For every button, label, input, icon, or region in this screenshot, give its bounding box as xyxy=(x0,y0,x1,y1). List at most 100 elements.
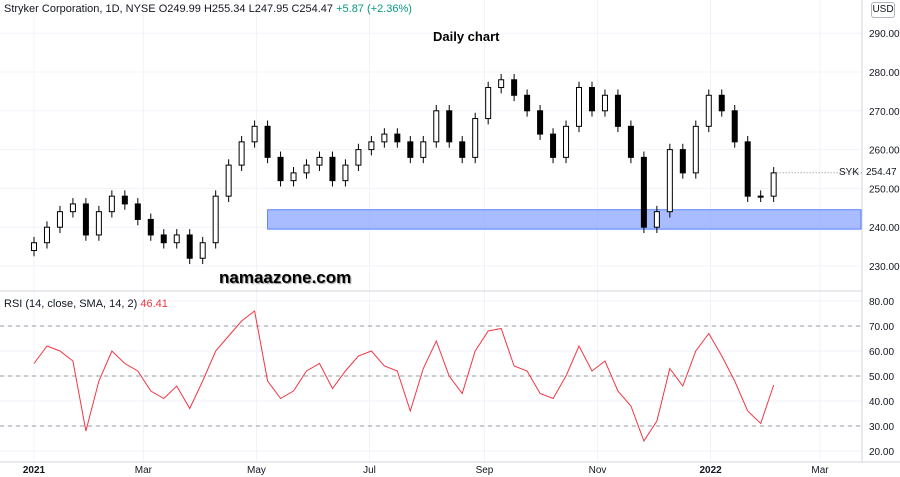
candle-body xyxy=(627,125,634,158)
time-tick-label: Nov xyxy=(589,465,607,476)
candle-body xyxy=(537,110,544,135)
candle-body xyxy=(692,125,699,174)
time-tick-label: 2022 xyxy=(700,465,723,476)
time-tick-label: May xyxy=(247,465,266,476)
candle-body xyxy=(433,110,440,143)
symbol-label: SYK xyxy=(839,167,860,178)
candle-body xyxy=(744,141,751,197)
rsi-tick-label: 80.00 xyxy=(869,297,894,308)
candle-body xyxy=(524,94,531,112)
candle-body xyxy=(420,141,427,158)
candle-body xyxy=(576,87,583,127)
candle-body xyxy=(277,156,284,182)
rsi-line-layer xyxy=(33,310,775,443)
grid xyxy=(0,0,862,462)
price-tick-label: 280.00 xyxy=(869,68,900,79)
candle-body xyxy=(56,211,63,228)
rsi-label: RSI (14, close, SMA, 14, 2) xyxy=(4,298,138,310)
candle-body xyxy=(588,87,595,112)
time-tick-label: 2021 xyxy=(23,465,46,476)
candle-body xyxy=(290,172,297,182)
candle-body xyxy=(264,125,271,158)
time-tick-label: Mar xyxy=(135,465,153,476)
candle-body xyxy=(498,79,505,89)
candle-body xyxy=(316,156,323,166)
rsi-series-line xyxy=(33,310,775,443)
rsi-tick-label: 50.00 xyxy=(869,372,894,383)
candle-body xyxy=(614,94,621,127)
high-value: H255.34 xyxy=(203,3,246,15)
currency-button[interactable]: USD xyxy=(871,2,895,18)
price-tick-label: 290.00 xyxy=(869,29,900,40)
candle-body xyxy=(121,195,128,205)
support-zone xyxy=(267,209,862,230)
symbol-header: Stryker Corporation, 1D, NYSE O249.99 H2… xyxy=(4,3,412,15)
candle-body xyxy=(563,125,570,158)
candles-layer xyxy=(31,73,777,265)
candle-body xyxy=(381,133,388,143)
rsi-tick-label: 20.00 xyxy=(869,447,894,458)
candle-body xyxy=(640,156,647,228)
price-tick-label: 230.00 xyxy=(869,262,900,273)
candle-body xyxy=(134,203,141,220)
price-tick-label: 260.00 xyxy=(869,146,900,157)
candle-body xyxy=(368,141,375,151)
candle-body xyxy=(329,156,336,182)
chart-title: Daily chart xyxy=(433,29,500,44)
rsi-tick-label: 40.00 xyxy=(869,397,894,408)
candle-body xyxy=(550,133,557,158)
candle-body xyxy=(666,149,673,213)
candle-body xyxy=(718,94,725,112)
rsi-header: RSI (14, close, SMA, 14, 2) 46.41 xyxy=(4,298,168,310)
candle-body xyxy=(238,141,245,166)
candle-body xyxy=(446,110,453,143)
candle-body xyxy=(731,110,738,143)
candle-body xyxy=(485,87,492,120)
candle-body xyxy=(303,164,310,174)
candle-body xyxy=(212,195,219,244)
candle-body xyxy=(69,203,76,213)
candle-body xyxy=(108,195,115,213)
support-zone-layer xyxy=(267,209,862,230)
price-tick-label: 250.00 xyxy=(869,184,900,195)
candle-body xyxy=(770,172,777,197)
candle-body xyxy=(342,164,349,182)
candle-body xyxy=(601,94,608,112)
rsi-tick-label: 60.00 xyxy=(869,347,894,358)
candle-body xyxy=(95,211,102,236)
time-tick-label: Sep xyxy=(476,465,494,476)
candle-body xyxy=(679,149,686,174)
candle-body xyxy=(160,234,167,244)
candle-body xyxy=(394,133,401,143)
time-tick-label: Jul xyxy=(363,465,376,476)
candle-body xyxy=(43,226,50,244)
candle-body xyxy=(199,242,206,259)
candle-body xyxy=(82,203,89,236)
price-tick-label: 240.00 xyxy=(869,223,900,234)
candle-body xyxy=(459,141,466,158)
candle-body xyxy=(757,195,764,198)
close-value: C254.47 xyxy=(291,3,334,15)
candle-body xyxy=(511,79,518,96)
watermark: namaazone.com xyxy=(219,268,352,287)
last-price: 254.47 xyxy=(866,167,897,178)
candle-body xyxy=(472,118,479,158)
candle-body xyxy=(225,164,232,197)
candle-body xyxy=(147,218,154,236)
candle-body xyxy=(355,149,362,166)
rsi-value: 46.41 xyxy=(140,298,168,310)
open-value: O249.99 xyxy=(158,3,201,15)
symbol-name: Stryker Corporation, 1D, NYSE xyxy=(4,3,156,15)
candle-body xyxy=(186,234,193,259)
candle-body xyxy=(653,211,660,228)
candle-body xyxy=(173,234,180,244)
change-value: +5.87 (+2.36%) xyxy=(336,3,412,15)
low-value: L247.95 xyxy=(248,3,289,15)
rsi-tick-label: 70.00 xyxy=(869,322,894,333)
candle-body xyxy=(31,242,37,251)
candle-body xyxy=(407,141,414,158)
time-tick-label: Mar xyxy=(811,465,829,476)
price-tick-label: 270.00 xyxy=(869,107,900,118)
